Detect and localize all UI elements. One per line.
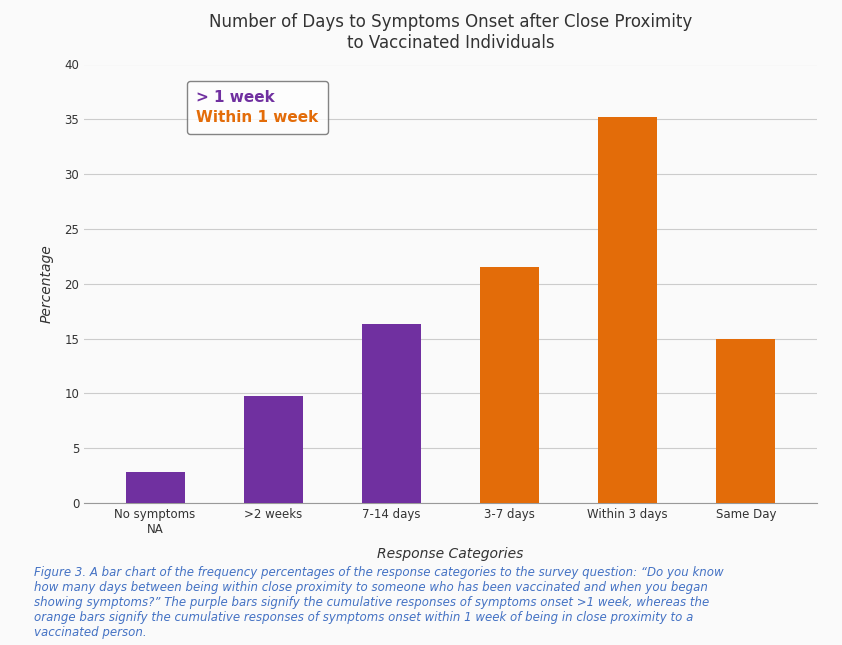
Bar [480,267,539,503]
Bar [598,117,658,503]
Bar [125,472,184,503]
Legend: > 1 week, Within 1 week: > 1 week, Within 1 week [187,81,328,134]
Y-axis label: Percentage: Percentage [40,244,53,323]
Title: Number of Days to Symptoms Onset after Close Proximity
to Vaccinated Individuals: Number of Days to Symptoms Onset after C… [209,13,692,52]
X-axis label: Response Categories: Response Categories [377,547,524,561]
Text: Figure 3. A bar chart of the frequency percentages of the response categories to: Figure 3. A bar chart of the frequency p… [34,566,723,639]
Bar [243,395,303,503]
Bar [717,339,775,503]
Bar [362,324,421,503]
